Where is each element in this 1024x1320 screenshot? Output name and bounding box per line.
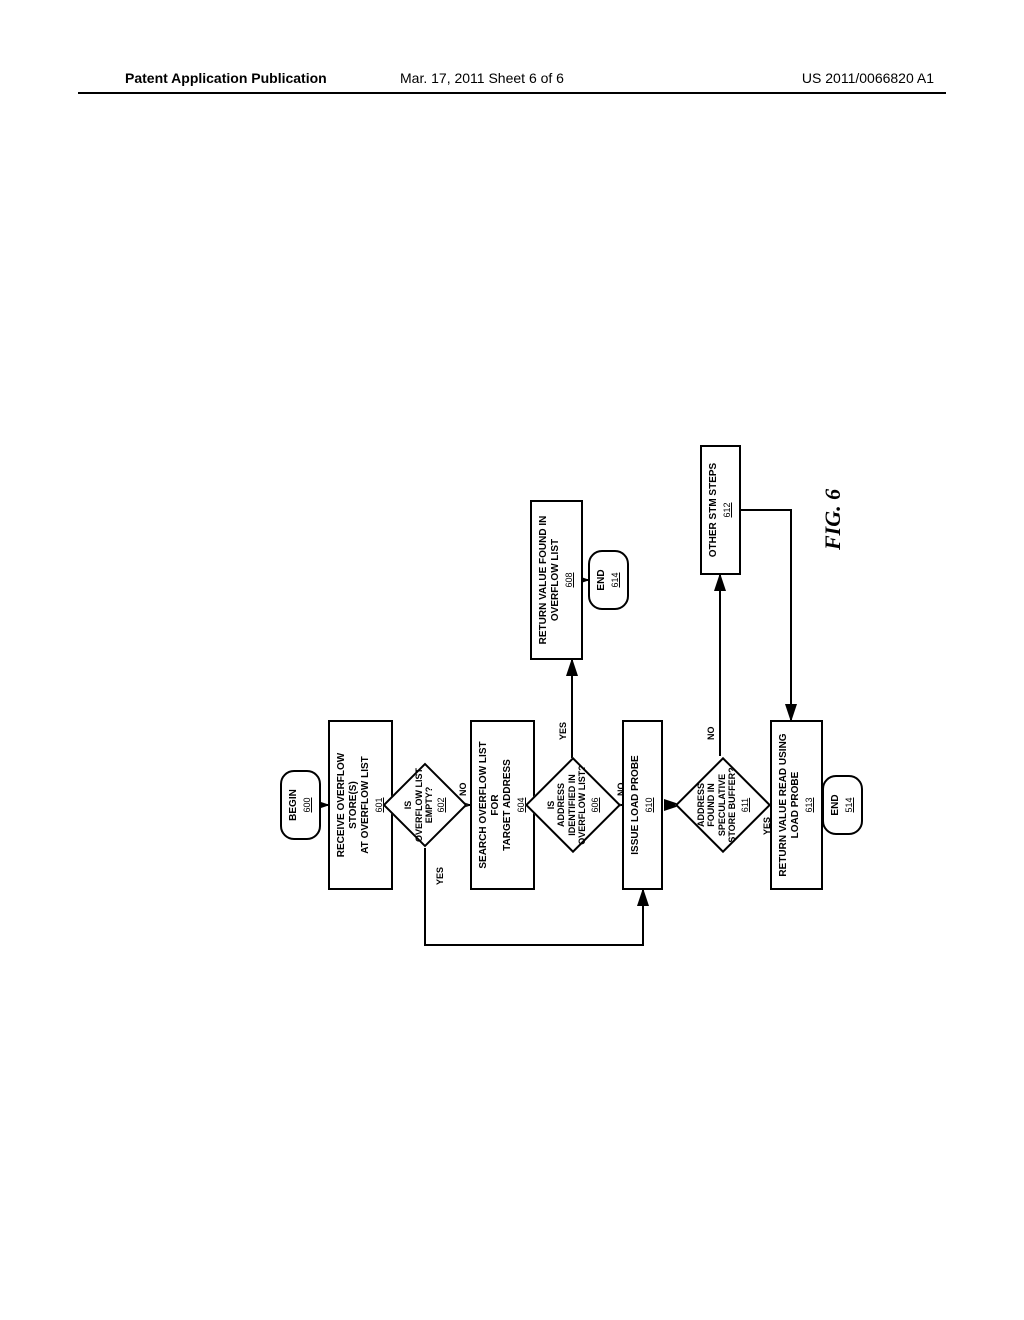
node-begin: BEGIN 600 <box>280 770 321 840</box>
node-604-label: SEARCH OVERFLOW LIST FOR TARGET ADDRESS <box>478 730 514 880</box>
edge-602-yes: YES <box>435 867 445 885</box>
header-rule <box>78 92 946 94</box>
node-602-label: IS OVERFLOW LIST EMPTY? <box>403 768 434 842</box>
node-611-ref: 611 <box>740 798 750 812</box>
node-end-614-ref: 614 <box>610 572 621 587</box>
edge-606-yes: YES <box>558 722 568 740</box>
node-610: ISSUE LOAD PROBE 610 <box>622 720 663 890</box>
node-end-514-label: END <box>830 794 842 815</box>
node-end-614-label: END <box>596 569 608 590</box>
node-613: RETURN VALUE READ USING LOAD PROBE 613 <box>770 720 823 890</box>
node-610-label: ISSUE LOAD PROBE <box>630 755 642 854</box>
node-end-514-ref: 514 <box>844 797 855 812</box>
node-606-label: IS ADDRESS IDENTIFIED IN OVERFLOW LIST? <box>546 765 587 845</box>
edge-602-no: NO <box>458 783 468 797</box>
node-end-614: END 614 <box>588 550 629 610</box>
figure-label: FIG. 6 <box>820 489 846 550</box>
edge-611-no: NO <box>706 727 716 741</box>
node-602-ref: 602 <box>436 797 446 812</box>
node-608: RETURN VALUE FOUND IN OVERFLOW LIST 608 <box>530 500 583 660</box>
node-612-label: OTHER STM STEPS <box>708 463 720 557</box>
node-611: ADDRESS FOUND IN SPECULATIVE STORE BUFFE… <box>674 756 772 854</box>
node-613-label: RETURN VALUE READ USING LOAD PROBE <box>778 733 802 876</box>
node-608-label: RETURN VALUE FOUND IN OVERFLOW LIST <box>538 516 562 645</box>
node-602: IS OVERFLOW LIST EMPTY? 602 <box>382 762 468 848</box>
header-right: US 2011/0066820 A1 <box>802 70 934 86</box>
node-begin-ref: 600 <box>302 797 313 812</box>
node-608-ref: 608 <box>564 572 575 587</box>
node-611-label: ADDRESS FOUND IN SPECULATIVE STORE BUFFE… <box>696 756 737 854</box>
node-612: OTHER STM STEPS 612 <box>700 445 741 575</box>
node-613-ref: 613 <box>804 797 815 812</box>
node-610-ref: 610 <box>644 797 655 812</box>
flowchart-arrows <box>320 380 740 1040</box>
node-end-514: END 514 <box>822 775 863 835</box>
header-center: Mar. 17, 2011 Sheet 6 of 6 <box>400 70 564 86</box>
header-left: Patent Application Publication <box>125 70 327 86</box>
node-606-ref: 606 <box>590 797 600 812</box>
node-612-ref: 612 <box>722 502 733 517</box>
node-606: IS ADDRESS IDENTIFIED IN OVERFLOW LIST? … <box>524 756 622 854</box>
node-601-label: RECEIVE OVERFLOW STORE(S) AT OVERFLOW LI… <box>336 730 372 880</box>
flowchart: BEGIN 600 RECEIVE OVERFLOW STORE(S) AT O… <box>320 380 740 1040</box>
node-begin-label: BEGIN <box>288 789 300 821</box>
